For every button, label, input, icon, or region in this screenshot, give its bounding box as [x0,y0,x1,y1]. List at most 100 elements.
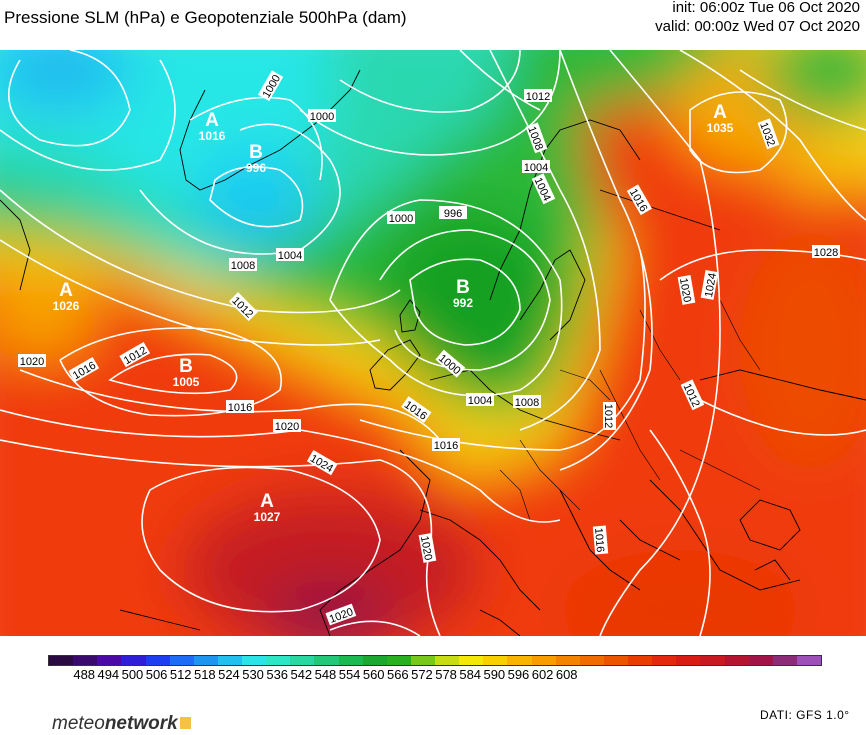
isobar-label: 1020 [273,419,301,433]
colorbar-tick-label: 488 [73,667,96,682]
isobar-label: 1004 [276,248,304,262]
isobar-label: 1004 [466,393,494,407]
colorbar-tick-label: 584 [459,667,482,682]
init-time: init: 06:00z Tue 06 Oct 2020 [672,0,860,16]
colorbar-swatch [73,656,98,665]
colorbar-swatch [435,656,460,665]
center-value: 1026 [53,299,80,313]
colorbar-swatch [555,656,580,665]
colorbar-tick-label: 500 [121,667,144,682]
colorbar-tick-label: 602 [531,667,554,682]
isobar-label: 1008 [513,395,541,409]
svg-text:1012: 1012 [526,91,550,103]
colorbar [48,655,822,666]
weather-map: 1000 1000 1012 1008 1004 1032 1000 996 1004 1016 1… [0,50,866,636]
svg-text:1020: 1020 [677,277,693,303]
colorbar-swatch [483,656,508,665]
isobar-label: 1016 [432,438,460,452]
center-letter: A [713,102,727,123]
svg-text:1020: 1020 [20,356,44,368]
colorbar-swatch [579,656,604,665]
colorbar-swatch [700,656,725,665]
center-letter: B [179,356,193,377]
isobar-label: 1016 [592,525,609,555]
svg-text:1016: 1016 [228,402,252,414]
svg-text:1000: 1000 [389,213,413,225]
colorbar-swatch [97,656,122,665]
isobar-label: 1020 [18,354,46,368]
colorbar-swatch [531,656,556,665]
isobar-label: 1020 [418,532,437,563]
center-value: 992 [453,296,473,310]
isobar-label: 1000 [308,109,336,123]
colorbar-tick-label: 596 [507,667,530,682]
svg-text:1008: 1008 [515,397,539,409]
svg-text:1008: 1008 [231,260,255,272]
svg-text:1004: 1004 [278,250,302,262]
colorbar-swatch [193,656,218,665]
data-source: DATI: GFS 1.0° [760,708,850,722]
colorbar-swatch [266,656,291,665]
center-value: 1035 [707,121,734,135]
center-letter: A [205,110,219,131]
center-letter: B [249,142,263,163]
center-letter: B [456,277,470,298]
colorbar-tick-label: 530 [242,667,264,682]
colorbar-swatch [628,656,653,665]
svg-text:996: 996 [444,208,462,220]
colorbar-ticks: 488 494 500 506 512 518 524 530 536 542 548 554 560 5… [48,667,820,683]
colorbar-swatch [145,656,170,665]
colorbar-swatch [676,656,701,665]
isobar-label: 1020 [677,274,696,305]
colorbar-tick-label: 494 [97,667,120,682]
isobar-label: 1012 [602,402,616,430]
svg-text:1028: 1028 [814,247,838,259]
svg-text:1020: 1020 [275,421,299,433]
colorbar-tick-label: 590 [483,667,506,682]
svg-text:1004: 1004 [524,162,548,174]
colorbar-tick-label: 554 [338,667,361,682]
borders [499,299,761,521]
isobar-label: 1000 [387,211,415,225]
colorbar-tick-label: 566 [386,667,409,682]
colorbar-swatch [507,656,532,665]
colorbar-swatch [290,656,315,665]
colorbar-tick-label: 560 [362,667,385,682]
colorbar-swatch [748,656,773,665]
center-letter: A [59,280,73,301]
isobar-label: 1008 [229,258,257,272]
svg-text:1016: 1016 [434,440,458,452]
colorbar-swatch [724,656,749,665]
isobar-label: 1024 [700,269,719,300]
map-title: Pressione SLM (hPa) e Geopotenziale 500h… [4,8,407,27]
colorbar-swatch [121,656,146,665]
colorbar-tick-label: 536 [266,667,289,682]
colorbar-tick-label: 524 [218,667,240,682]
isobar-label: 1028 [812,245,840,259]
colorbar-tick-label: 542 [290,667,313,682]
colorbar-swatch [49,656,74,665]
isobar-label: 996 [439,206,467,220]
isobar-label: 1016 [226,400,254,414]
colorbar-swatch [772,656,797,665]
svg-text:1004: 1004 [468,395,492,407]
svg-text:1000: 1000 [310,111,334,123]
center-value: 1016 [199,129,226,143]
colorbar-swatch [459,656,484,665]
svg-text:1020: 1020 [418,535,434,561]
center-value: 996 [246,161,266,175]
center-value: 1005 [173,375,200,389]
colorbar-tick-label: 512 [169,667,192,682]
svg-text:1012: 1012 [602,404,614,428]
svg-text:1016: 1016 [592,527,606,552]
svg-text:1024: 1024 [703,272,719,298]
colorbar-tick-label: 578 [435,667,457,682]
center-letter: A [260,491,274,512]
colorbar-swatch [242,656,267,665]
colorbar-swatch [314,656,339,665]
coastlines [0,69,866,636]
isobar-label: 1012 [524,89,552,103]
colorbar-tick-label: 506 [145,667,168,682]
